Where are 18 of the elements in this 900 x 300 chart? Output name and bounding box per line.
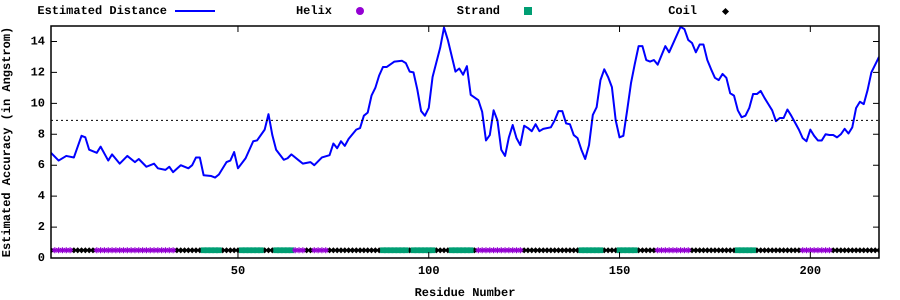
legend-label: Estimated Distance <box>37 4 167 18</box>
x-axis-title: Residue Number <box>414 286 516 300</box>
y-axis-title: Estimated Accuracy (in Angstrom) <box>0 26 14 258</box>
x-tick-label: 100 <box>418 264 440 278</box>
legend-label: Strand <box>456 4 500 18</box>
y-tick-label: 8 <box>38 127 45 142</box>
y-tick-label: 12 <box>30 65 45 80</box>
legend-label: Coil <box>668 4 697 18</box>
y-tick-label: 4 <box>38 189 45 204</box>
x-tick-label: 200 <box>800 264 822 278</box>
y-tick-label: 2 <box>38 220 45 234</box>
y-tick-label: 10 <box>30 96 45 110</box>
x-tick-label: 50 <box>230 264 246 278</box>
x-tick-label: 150 <box>608 264 630 278</box>
y-tick-label: 0 <box>38 251 45 266</box>
y-tick-label: 14 <box>30 34 45 48</box>
legend-label: Helix <box>296 4 332 18</box>
y-tick-label: 6 <box>38 158 45 172</box>
